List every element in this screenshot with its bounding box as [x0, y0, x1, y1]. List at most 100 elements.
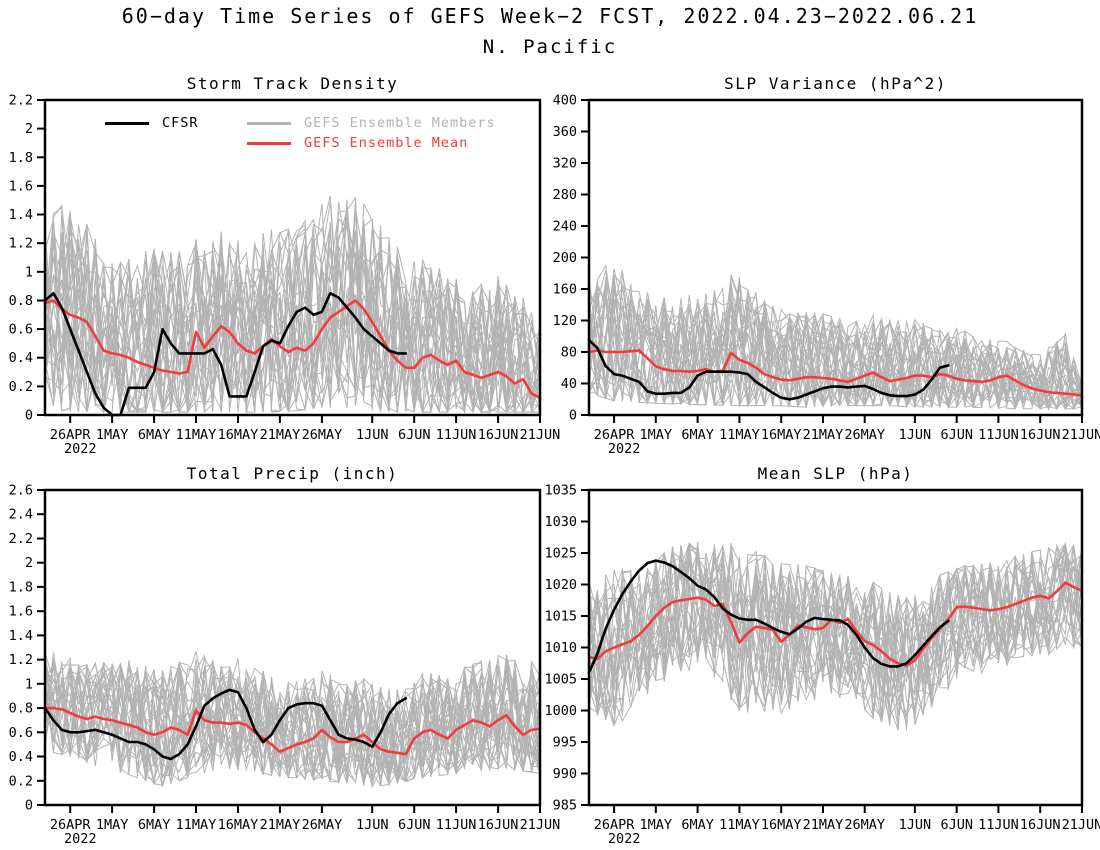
x-tick-label: 11MAY	[719, 427, 760, 443]
cfsr-line	[43, 291, 408, 417]
y-tick-label: 1	[25, 264, 33, 280]
y-tick-label: 40	[561, 376, 577, 392]
gefs-ensemble-member-line	[588, 565, 1083, 716]
gefs-ensemble-member-line	[588, 273, 1083, 410]
x-tick-label: 21JUN	[520, 817, 561, 833]
x-tick-label: 21JUN	[1062, 427, 1100, 443]
gefs-ensemble-member-line	[44, 220, 541, 414]
y-tick-label: 2.4	[9, 507, 33, 523]
x-tick-label: 1MAY	[96, 817, 129, 833]
x-tick-year-label: 2022	[64, 441, 97, 457]
figure-title: 60−day Time Series of GEFS Week−2 FCST, …	[121, 4, 979, 28]
x-tick-label: 1JUN	[356, 817, 389, 833]
x-tick-label: 21MAY	[803, 817, 844, 833]
legend-label-ensemble-members: GEFS Ensemble Members	[304, 115, 496, 131]
x-tick-year-label: 2022	[608, 441, 641, 457]
y-tick-label: 0.6	[9, 322, 33, 338]
gefs-ensemble-member-line	[44, 203, 541, 414]
x-tick-label: 6JUN	[940, 427, 973, 443]
gefs-ensemble-member-line	[44, 654, 541, 786]
x-tick-label: 21MAY	[260, 427, 301, 443]
gefs-ensemble-member-line	[44, 663, 541, 785]
gefs-ensemble-member-line	[588, 277, 1083, 410]
y-tick-label: 985	[553, 798, 577, 814]
y-tick-label: 160	[553, 282, 577, 298]
x-tick-label: 11JUN	[978, 817, 1019, 833]
x-tick-label: 16JUN	[478, 427, 519, 443]
gefs-ensemble-member-line	[44, 652, 541, 789]
y-tick-label: 0.4	[9, 749, 33, 765]
y-tick-label: 1.6	[9, 604, 33, 620]
y-tick-label: 1005	[544, 672, 577, 688]
y-tick-label: 120	[553, 313, 577, 329]
x-tick-label: 6MAY	[681, 817, 714, 833]
gefs-ensemble-member-line	[44, 223, 541, 413]
x-tick-label: 11JUN	[436, 427, 477, 443]
x-tick-label: 16MAY	[761, 817, 802, 833]
legend-item-cfsr: CFSR	[105, 115, 199, 131]
y-tick-label: 1.2	[9, 652, 33, 668]
y-tick-label: 0	[25, 408, 33, 424]
gefs-ensemble-member-line	[588, 545, 1083, 731]
y-tick-label: 1.8	[9, 579, 33, 595]
gefs-ensemble-member-line	[588, 546, 1083, 725]
ensemble-mean-line-swatch	[247, 141, 291, 145]
x-tick-label: 1JUN	[899, 427, 932, 443]
x-tick-label: 1JUN	[356, 427, 389, 443]
y-tick-label: 1.8	[9, 150, 33, 166]
gefs-ensemble-mean-line	[43, 706, 542, 756]
y-tick-label: 1.4	[9, 207, 33, 223]
x-tick-label: 6JUN	[940, 817, 973, 833]
x-tick-label: 26APR	[50, 427, 92, 443]
cfsr-line-swatch	[105, 121, 149, 125]
y-tick-label: 320	[553, 156, 577, 172]
x-tick-label: 6MAY	[681, 427, 714, 443]
x-tick-label: 11MAY	[176, 427, 217, 443]
gefs-ensemble-member-line	[44, 661, 541, 786]
x-tick-label: 6MAY	[138, 427, 171, 443]
gefs-ensemble-member-line	[588, 547, 1083, 731]
y-tick-label: 0.2	[9, 379, 33, 395]
x-tick-label: 26MAY	[302, 427, 343, 443]
x-tick-label: 1MAY	[96, 427, 129, 443]
y-tick-label: 2	[25, 555, 33, 571]
x-tick-label: 1JUN	[899, 817, 932, 833]
gefs-ensemble-member-line	[588, 542, 1083, 719]
legend-item-ensemble-mean: GEFS Ensemble Mean	[247, 135, 468, 151]
gefs-ensemble-member-line	[44, 666, 541, 784]
x-tick-label: 6MAY	[138, 817, 171, 833]
x-tick-label: 1MAY	[640, 817, 673, 833]
x-tick-label: 11MAY	[176, 817, 217, 833]
x-tick-label: 26APR	[594, 817, 636, 833]
y-tick-label: 360	[553, 124, 577, 140]
y-tick-label: 1020	[544, 577, 577, 593]
x-tick-label: 26MAY	[844, 817, 885, 833]
y-tick-label: 1025	[544, 546, 577, 562]
x-tick-label: 21MAY	[260, 817, 301, 833]
legend-label-cfsr: CFSR	[162, 115, 199, 131]
gefs-ensemble-member-line	[589, 283, 1083, 409]
y-tick-label: 0	[569, 408, 577, 424]
x-tick-label: 26APR	[594, 427, 636, 443]
x-tick-label: 6JUN	[398, 427, 431, 443]
panel-total-precip: 0 0.2 0.4 0.6 0.8 1 1.2 1.4 1.6 1.8 2 2.2 2.4 2.6 26AP…	[9, 483, 561, 848]
gefs-ensemble-mean-line	[587, 349, 1084, 397]
panel-storm-track-density: 00.20.40.60.811.21.41.61.822.226APR20221…	[9, 93, 561, 458]
x-tick-year-label: 2022	[608, 831, 641, 847]
x-tick-label: 1MAY	[640, 427, 673, 443]
gefs-ensemble-member-line	[44, 208, 541, 413]
y-tick-label: 0.2	[9, 773, 33, 789]
y-tick-label: 2.2	[9, 531, 33, 547]
x-tick-label: 16MAY	[218, 817, 259, 833]
gefs-ensemble-member-line	[44, 662, 541, 786]
y-tick-label: 2.2	[9, 93, 33, 109]
y-tick-label: 1035	[544, 483, 577, 499]
y-tick-label: 1.4	[9, 628, 33, 644]
panel-title-mean-slp: Mean SLP (hPa)	[757, 464, 914, 483]
x-tick-label: 16MAY	[218, 427, 259, 443]
legend-item-ensemble-members: GEFS Ensemble Members	[247, 115, 496, 131]
y-tick-label: 280	[553, 187, 577, 203]
x-tick-label: 26MAY	[844, 427, 885, 443]
